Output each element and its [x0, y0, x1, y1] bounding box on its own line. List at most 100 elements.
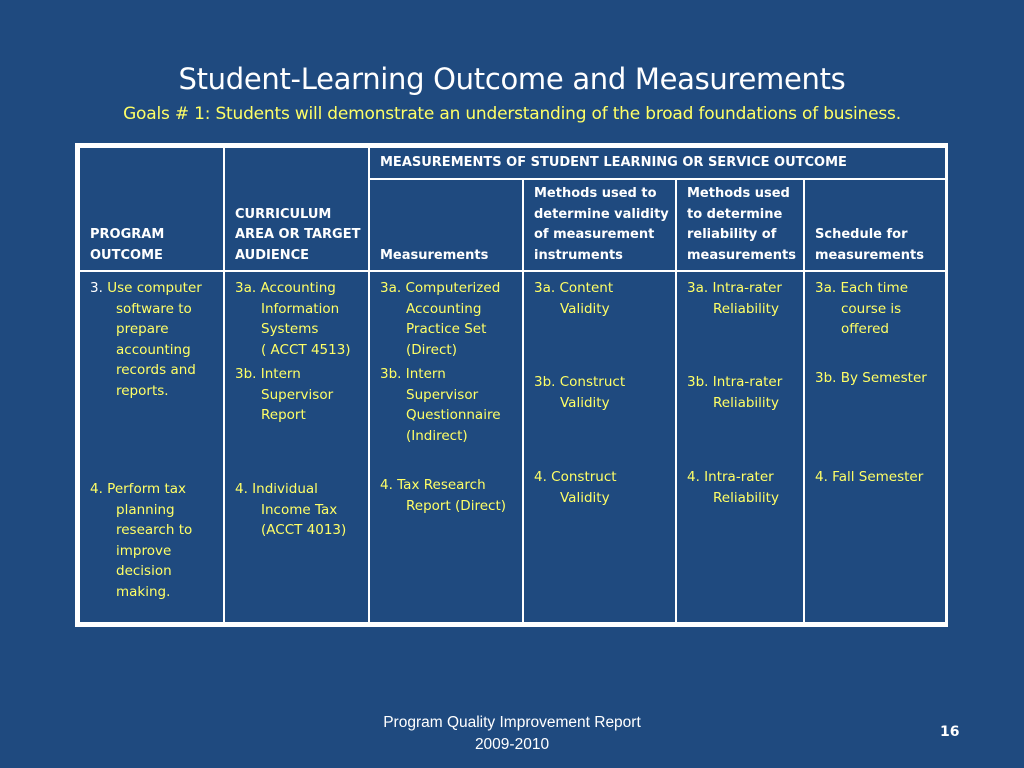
- curriculum-line: Income Tax: [261, 501, 338, 518]
- validity-4: 4. Construct Validity: [534, 467, 671, 508]
- header-line: AREA OR TARGET: [235, 227, 361, 242]
- page-number: 16: [940, 724, 960, 740]
- measurement-line: 3b. Intern: [380, 366, 446, 382]
- cell-curriculum: 3a. Accounting Information Systems ( ACC…: [223, 270, 370, 624]
- validity-line: Validity: [560, 394, 610, 411]
- cell-validity: 3a. Content Validity 3b. Construct Valid…: [522, 270, 677, 624]
- measurement-line: Accounting: [406, 300, 482, 317]
- validity-3b: 3b. Construct Validity: [534, 372, 671, 413]
- slide-subtitle: Goals # 1: Students will demonstrate an …: [123, 104, 901, 124]
- cell-reliability: 3a. Intra-rater Reliability 3b. Intra-ra…: [675, 270, 805, 624]
- outcome-line: software to: [116, 300, 192, 317]
- slide-title: Student-Learning Outcome and Measurement…: [178, 62, 846, 96]
- header-measurements: Measurements: [368, 178, 524, 272]
- cell-measurements: 3a. Computerized Accounting Practice Set…: [368, 270, 524, 624]
- header-line: Schedule for: [815, 227, 908, 242]
- measurement-4: 4. Tax Research Report (Direct): [380, 475, 518, 516]
- schedule-3a: 3a. Each time course is offered: [815, 278, 941, 340]
- curriculum-line: ( ACCT 4513): [261, 341, 351, 358]
- header-line: measurements: [815, 247, 924, 263]
- schedule-line: 4. Fall Semester: [815, 469, 924, 485]
- measurement-3a: 3a. Computerized Accounting Practice Set…: [380, 278, 518, 360]
- curriculum-line: Information: [261, 300, 340, 317]
- footer-line: 2009-2010: [474, 736, 550, 753]
- header-line: AUDIENCE: [235, 247, 310, 263]
- measurement-line: Report (Direct): [406, 497, 506, 514]
- curriculum-line: (ACCT 4013): [261, 522, 347, 538]
- header-program-outcome: PROGRAM OUTCOME: [78, 146, 225, 272]
- header-line: Methods used: [687, 186, 790, 201]
- header-line: OUTCOME: [90, 247, 163, 263]
- reliability-line: Reliability: [713, 489, 779, 506]
- footer: Program Quality Improvement Report 2009-…: [0, 712, 1024, 756]
- header-line: reliability of: [687, 227, 777, 242]
- reliability-line: Reliability: [713, 300, 779, 317]
- schedule-3b: 3b. By Semester: [815, 368, 941, 389]
- header-line: Measurements: [380, 247, 489, 263]
- header-measurements-group: MEASUREMENTS OF STUDENT LEARNING OR SERV…: [368, 146, 947, 180]
- header-curriculum: CURRICULUM AREA OR TARGET AUDIENCE: [223, 146, 370, 272]
- schedule-line: 3a. Each time: [815, 280, 909, 296]
- footer-line: Program Quality Improvement Report: [383, 714, 641, 731]
- reliability-line: Reliability: [713, 394, 779, 411]
- outcome-line: improve: [116, 542, 172, 559]
- header-line: to determine: [687, 206, 783, 222]
- schedule-line: 3b. By Semester: [815, 370, 927, 386]
- reliability-line: 3a. Intra-rater: [687, 280, 782, 296]
- outcome-table: PROGRAM OUTCOME CURRICULUM AREA OR TARGE…: [75, 143, 948, 627]
- header-validity: Methods used to determine validity of me…: [522, 178, 677, 272]
- outcome-line: reports.: [116, 382, 169, 399]
- validity-line: Validity: [560, 489, 610, 506]
- reliability-4: 4. Intra-rater Reliability: [687, 467, 799, 508]
- validity-3a: 3a. Content Validity: [534, 278, 671, 319]
- schedule-line: course is: [841, 300, 902, 317]
- cell-program-outcome: 3. Use computer software to prepare acco…: [78, 270, 225, 624]
- measurement-line: Questionnaire: [406, 407, 501, 423]
- curriculum-3b: 3b. Intern Supervisor Report: [235, 364, 364, 426]
- curriculum-line: 3b. Intern: [235, 366, 301, 382]
- outcome-text: Use computer: [107, 280, 202, 296]
- curriculum-line: 3a. Accounting: [235, 280, 336, 296]
- validity-line: 3a. Content: [534, 280, 614, 296]
- outcome-number: 3.: [90, 280, 103, 296]
- outcome-line: research to: [116, 522, 193, 538]
- header-line: Methods used to: [534, 186, 657, 201]
- header-schedule: Schedule for measurements: [803, 178, 947, 272]
- outcome-line: records and: [116, 362, 196, 378]
- header-reliability: Methods used to determine reliability of…: [675, 178, 805, 272]
- curriculum-4: 4. Individual Income Tax (ACCT 4013): [235, 479, 364, 541]
- schedule-line: offered: [841, 321, 889, 337]
- outcome-line: accounting: [116, 341, 191, 358]
- validity-line: 3b. Construct: [534, 374, 626, 390]
- measurement-line: Supervisor: [406, 386, 479, 403]
- outcome-line: decision: [116, 563, 172, 579]
- curriculum-line: Supervisor: [261, 386, 334, 403]
- outcome-line: making.: [116, 583, 171, 600]
- measurement-line: (Indirect): [406, 427, 468, 444]
- header-line: of measurement: [534, 227, 655, 242]
- outcome-line: 4. Perform tax: [90, 481, 187, 497]
- reliability-line: 4. Intra-rater: [687, 469, 774, 485]
- curriculum-line: 4. Individual: [235, 481, 318, 497]
- reliability-3b: 3b. Intra-rater Reliability: [687, 372, 799, 413]
- curriculum-line: Report: [261, 407, 306, 423]
- curriculum-line: Systems: [261, 321, 319, 337]
- validity-line: Validity: [560, 300, 610, 317]
- outcome-3: 3. Use computer software to prepare acco…: [90, 278, 219, 401]
- measurement-line: (Direct): [406, 341, 457, 358]
- outcome-4: 4. Perform tax planning research to impr…: [90, 479, 219, 602]
- measurement-3b: 3b. Intern Supervisor Questionnaire (Ind…: [380, 364, 518, 446]
- validity-line: 4. Construct: [534, 469, 617, 485]
- reliability-line: 3b. Intra-rater: [687, 374, 783, 390]
- reliability-3a: 3a. Intra-rater Reliability: [687, 278, 799, 319]
- header-line: CURRICULUM: [235, 206, 332, 222]
- schedule-4: 4. Fall Semester: [815, 467, 941, 488]
- measurement-line: 3a. Computerized: [380, 280, 501, 296]
- outcome-line: prepare: [116, 321, 169, 337]
- header-line: instruments: [534, 247, 623, 263]
- measurement-line: 4. Tax Research: [380, 477, 486, 493]
- header-line: determine validity: [534, 206, 669, 222]
- outcome-line: planning: [116, 501, 175, 518]
- cell-schedule: 3a. Each time course is offered 3b. By S…: [803, 270, 947, 624]
